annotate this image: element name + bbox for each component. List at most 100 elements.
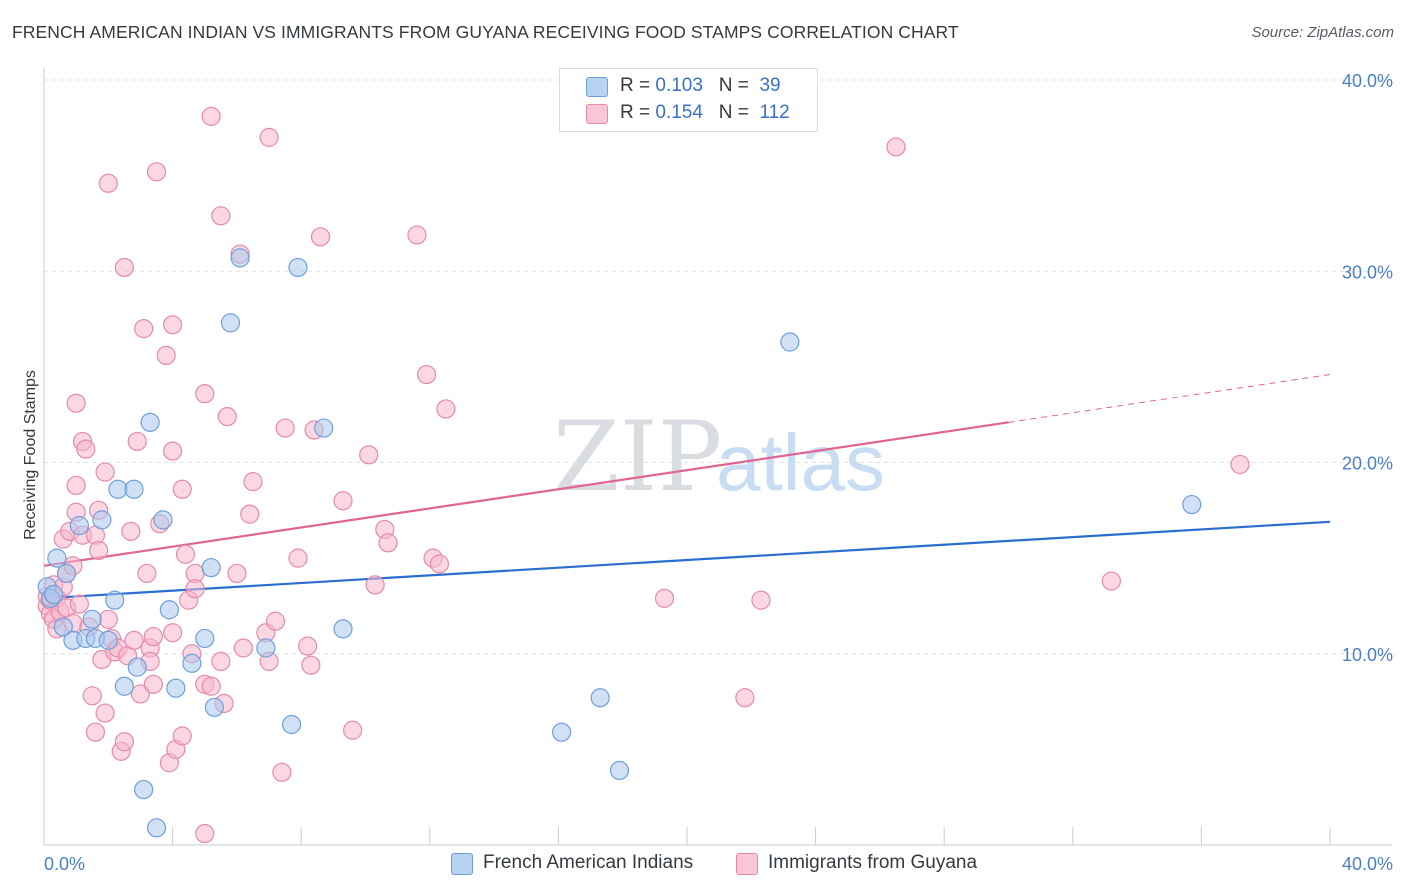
point-french-american-indians xyxy=(99,631,117,649)
point-french-american-indians xyxy=(148,819,166,837)
point-immigrants-from-guyana xyxy=(90,541,108,559)
point-immigrants-from-guyana xyxy=(887,138,905,156)
x-tick-label: 0.0% xyxy=(44,854,85,874)
grid-lines xyxy=(44,80,1392,654)
point-immigrants-from-guyana xyxy=(289,549,307,567)
legend-n-label: N = xyxy=(719,75,749,96)
point-immigrants-from-guyana xyxy=(752,591,770,609)
point-immigrants-from-guyana xyxy=(228,564,246,582)
point-immigrants-from-guyana xyxy=(125,631,143,649)
point-french-american-indians xyxy=(125,480,143,498)
point-french-american-indians xyxy=(115,677,133,695)
point-immigrants-from-guyana xyxy=(202,677,220,695)
legend-swatch-pink xyxy=(586,104,608,124)
point-immigrants-from-guyana xyxy=(144,628,162,646)
point-immigrants-from-guyana xyxy=(212,207,230,225)
point-immigrants-from-guyana xyxy=(70,595,88,613)
point-immigrants-from-guyana xyxy=(196,385,214,403)
point-immigrants-from-guyana xyxy=(202,107,220,125)
point-immigrants-from-guyana xyxy=(360,446,378,464)
legend-r-value: 0.154 xyxy=(655,102,703,123)
point-immigrants-from-guyana xyxy=(96,463,114,481)
y-tick-label: 40.0% xyxy=(1342,71,1393,91)
point-immigrants-from-guyana xyxy=(176,545,194,563)
point-immigrants-from-guyana xyxy=(379,534,397,552)
point-french-american-indians xyxy=(205,698,223,716)
correlation-legend: R = 0.103 N = 39 R = 0.154 N = 112 xyxy=(559,68,818,132)
point-immigrants-from-guyana xyxy=(115,258,133,276)
point-immigrants-from-guyana xyxy=(173,727,191,745)
bottom-legend-swatch-pink xyxy=(736,853,758,875)
point-immigrants-from-guyana xyxy=(212,652,230,670)
point-immigrants-from-guyana xyxy=(430,555,448,573)
point-immigrants-from-guyana xyxy=(311,228,329,246)
point-immigrants-from-guyana xyxy=(83,687,101,705)
point-immigrants-from-guyana xyxy=(736,689,754,707)
point-french-american-indians xyxy=(160,601,178,619)
point-french-american-indians xyxy=(154,511,172,529)
point-immigrants-from-guyana xyxy=(302,656,320,674)
point-french-american-indians xyxy=(70,517,88,535)
point-immigrants-from-guyana xyxy=(148,163,166,181)
legend-r-label: R = xyxy=(620,75,650,96)
point-immigrants-from-guyana xyxy=(138,564,156,582)
point-immigrants-from-guyana xyxy=(196,825,214,843)
trend-line-extension xyxy=(1009,375,1331,423)
point-french-american-indians xyxy=(591,689,609,707)
point-immigrants-from-guyana xyxy=(99,610,117,628)
legend-n-value: 39 xyxy=(759,75,780,96)
point-immigrants-from-guyana xyxy=(135,320,153,338)
point-french-american-indians xyxy=(83,610,101,628)
point-immigrants-from-guyana xyxy=(334,492,352,510)
point-french-american-indians xyxy=(289,258,307,276)
point-immigrants-from-guyana xyxy=(234,639,252,657)
point-immigrants-from-guyana xyxy=(186,580,204,598)
point-french-american-indians xyxy=(334,620,352,638)
point-immigrants-from-guyana xyxy=(86,723,104,741)
x-tick-label: 40.0% xyxy=(1342,854,1393,874)
legend-r-value: 0.103 xyxy=(655,75,703,96)
legend-n-label: N = xyxy=(719,102,749,123)
legend-swatch-blue xyxy=(586,77,608,97)
trend-line xyxy=(44,522,1330,599)
point-french-american-indians xyxy=(106,591,124,609)
point-immigrants-from-guyana xyxy=(266,612,284,630)
point-french-american-indians xyxy=(93,511,111,529)
legend-r-label: R = xyxy=(620,102,650,123)
point-immigrants-from-guyana xyxy=(144,675,162,693)
point-french-american-indians xyxy=(45,585,63,603)
point-immigrants-from-guyana xyxy=(122,522,140,540)
y-tick-label: 30.0% xyxy=(1342,262,1393,282)
point-immigrants-from-guyana xyxy=(1102,572,1120,590)
point-french-american-indians xyxy=(196,629,214,647)
point-immigrants-from-guyana xyxy=(273,763,291,781)
point-immigrants-from-guyana xyxy=(67,394,85,412)
point-french-american-indians xyxy=(553,723,571,741)
point-french-american-indians xyxy=(781,333,799,351)
point-immigrants-from-guyana xyxy=(77,440,95,458)
point-french-american-indians xyxy=(1183,496,1201,514)
point-immigrants-from-guyana xyxy=(408,226,426,244)
point-immigrants-from-guyana xyxy=(115,733,133,751)
point-immigrants-from-guyana xyxy=(164,316,182,334)
point-immigrants-from-guyana xyxy=(418,366,436,384)
point-french-american-indians xyxy=(221,314,239,332)
point-french-american-indians xyxy=(257,639,275,657)
point-french-american-indians xyxy=(283,716,301,734)
point-immigrants-from-guyana xyxy=(655,589,673,607)
point-french-american-indians xyxy=(183,654,201,672)
point-immigrants-from-guyana xyxy=(128,432,146,450)
point-french-american-indians xyxy=(610,761,628,779)
point-immigrants-from-guyana xyxy=(164,624,182,642)
y-axis-label: Receiving Food Stamps xyxy=(22,370,39,540)
point-immigrants-from-guyana xyxy=(437,400,455,418)
point-french-american-indians xyxy=(135,781,153,799)
point-immigrants-from-guyana xyxy=(276,419,294,437)
point-immigrants-from-guyana xyxy=(67,476,85,494)
point-immigrants-from-guyana xyxy=(1231,455,1249,473)
y-tick-label: 20.0% xyxy=(1342,454,1393,474)
point-french-american-indians xyxy=(231,249,249,267)
bottom-legend-label: Immigrants from Guyana xyxy=(768,852,977,874)
point-immigrants-from-guyana xyxy=(244,473,262,491)
point-french-american-indians xyxy=(141,413,159,431)
